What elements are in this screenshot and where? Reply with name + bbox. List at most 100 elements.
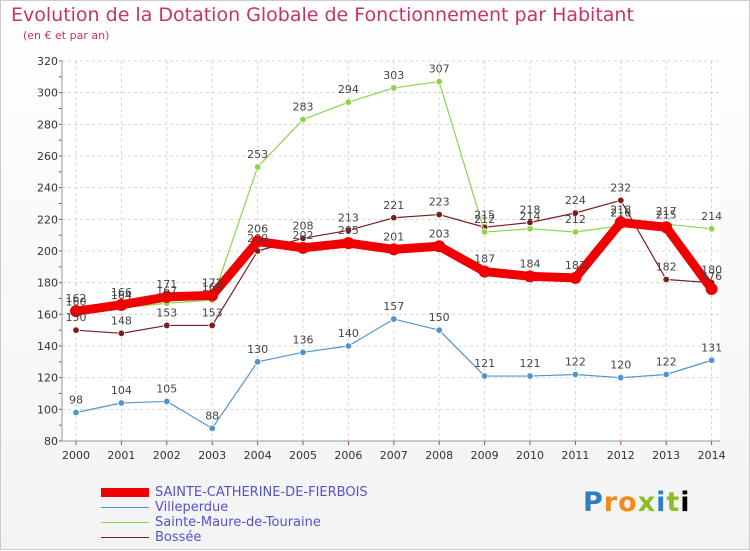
data-point-3 [342,237,355,250]
data-point-2 [299,115,307,124]
data-label-3: 206 [247,223,268,236]
data-point-1 [571,370,580,379]
data-point-1 [253,358,262,366]
data-label-3: 171 [156,278,177,291]
data-label-1: 122 [565,356,586,369]
data-label-3: 215 [656,208,677,221]
data-point-3 [160,290,173,303]
x-tick-label: 2008 [425,449,453,462]
y-tick-label: 200 [37,245,58,258]
data-label-0: 182 [656,261,677,274]
x-tick-label: 2013 [652,449,680,462]
legend-item-sainte-catherine: SAINTE-CATHERINE-DE-FIERBOIS [101,485,368,500]
data-label-1: 105 [156,382,177,395]
data-label-0: 180 [701,264,722,277]
y-tick-label: 160 [37,308,58,321]
x-tick-label: 2011 [561,449,589,462]
data-point-1 [707,356,716,364]
data-label-0: 223 [429,196,450,209]
data-point-3 [660,221,673,234]
chart-subtitle: (en € et par an) [23,29,110,42]
x-tick-label: 2006 [334,449,362,462]
data-point-2 [571,228,580,236]
legend-item-bossee: Bossée [101,530,368,545]
legend-item-sainte-maure: Sainte-Maure-de-Touraine [101,515,368,530]
data-label-1: 104 [111,384,132,397]
y-tick-label: 260 [37,150,58,163]
data-point-1 [526,372,534,380]
data-point-0 [435,210,443,219]
data-point-0 [617,196,625,205]
data-label-0: 213 [338,211,359,224]
data-point-2 [707,225,716,233]
y-tick-label: 240 [37,182,58,195]
data-label-3: 218 [610,204,631,217]
data-point-3 [115,298,128,311]
y-tick-label: 140 [37,340,58,353]
data-point-2 [480,228,489,236]
data-label-0: 221 [383,199,404,212]
data-point-3 [614,216,627,229]
data-point-2 [390,84,398,92]
data-label-3: 203 [429,227,450,240]
legend: SAINTE-CATHERINE-DE-FIERBOIS Villeperdue… [101,485,368,545]
data-point-1 [163,397,171,406]
data-point-0 [662,275,670,284]
data-label-1: 88 [205,409,219,422]
y-tick-label: 80 [44,435,58,448]
x-tick-label: 2010 [516,449,544,462]
data-label-1: 136 [293,333,314,346]
data-point-3 [206,289,219,302]
data-label-2: 217 [656,205,677,218]
data-label-3: 183 [565,259,586,272]
data-point-0 [163,321,171,330]
data-label-2: 212 [474,213,495,226]
legend-swatch-bossee [101,537,149,538]
data-label-1: 150 [429,311,450,324]
data-label-2: 212 [565,213,586,226]
data-label-2: 167 [156,284,177,297]
legend-item-villeperdue: Villeperdue [101,500,368,515]
data-point-2 [435,77,443,86]
x-tick-label: 2001 [107,449,135,462]
data-point-2 [344,98,353,106]
data-label-3: 202 [293,229,314,242]
data-point-3 [524,270,536,283]
chart-title: Evolution de la Dotation Globale de Fonc… [11,4,634,26]
y-tick-label: 180 [37,277,58,290]
data-label-2: 216 [610,207,631,220]
data-label-3: 201 [383,230,404,243]
data-point-1 [117,399,126,407]
x-tick-label: 2000 [62,449,90,462]
legend-label-sainte-maure: Sainte-Maure-de-Touraine [155,515,321,530]
data-point-0 [390,214,398,222]
data-point-1 [72,408,80,417]
data-point-1 [344,342,353,350]
data-point-1 [480,372,489,380]
data-point-0 [299,234,307,243]
data-label-0: 208 [293,219,314,232]
data-point-3 [297,241,309,254]
data-point-0 [72,326,80,334]
data-label-3: 187 [474,253,495,266]
x-tick-label: 2002 [153,449,181,462]
data-point-2 [253,163,262,171]
x-tick-label: 2003 [198,449,226,462]
data-point-0 [571,209,580,217]
x-tick-label: 2012 [607,449,635,462]
data-point-0 [208,321,216,330]
data-label-1: 131 [701,341,722,354]
data-label-2: 214 [520,210,541,223]
data-label-0: 224 [565,194,586,207]
data-label-0: 218 [520,204,541,217]
data-label-2: 164 [111,289,132,302]
data-label-1: 140 [338,327,359,340]
proxiti-logo: Proxiti [583,487,691,518]
y-tick-label: 320 [37,55,58,68]
data-label-3: 172 [202,276,223,289]
data-label-2: 160 [66,295,87,308]
x-tick-label: 2007 [380,449,408,462]
data-label-2: 283 [293,101,314,114]
